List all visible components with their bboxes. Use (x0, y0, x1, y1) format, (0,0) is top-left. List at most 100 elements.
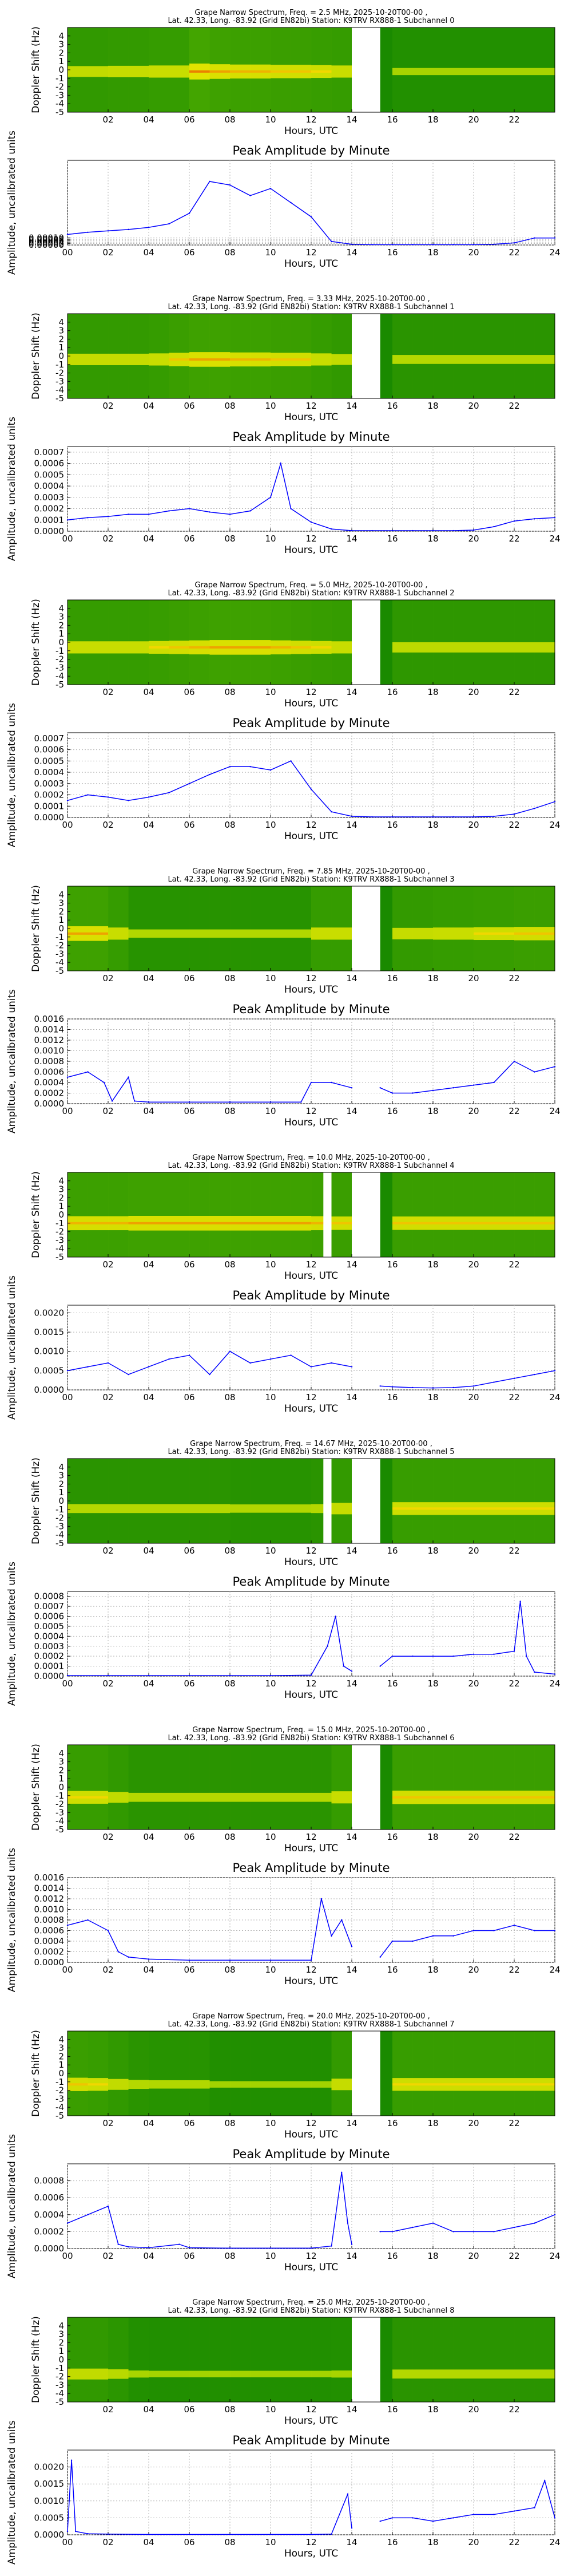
amplitude-point (412, 2517, 413, 2518)
x-tick-label: 12 (305, 1106, 316, 1116)
spectrum-column (230, 1172, 251, 1257)
spectrum-peak-line (291, 358, 312, 361)
spectrum-band (149, 353, 169, 365)
x-tick-label: 22 (509, 2118, 519, 2128)
x-tick-label: 10 (265, 973, 276, 983)
amplitude-point (544, 2480, 545, 2481)
amplitude-title: Peak Amplitude by Minute (233, 1575, 390, 1589)
x-tick-label: 06 (184, 687, 194, 697)
spectrum-column (149, 1745, 169, 1830)
spectrum-peak-line (514, 1222, 535, 1224)
amplitude-point (554, 2214, 555, 2215)
amplitude-point (432, 244, 434, 245)
spectrum-column (169, 886, 190, 971)
spectrum-column (291, 2317, 312, 2402)
x-tick-label: 10 (265, 1259, 276, 1270)
x-tick-label: 22 (509, 2251, 519, 2261)
x-tick-label: 04 (143, 2118, 154, 2128)
amplitude-point (493, 1930, 494, 1931)
spectrum-column (129, 2031, 149, 2116)
spectrum-title: Grape Narrow Spectrum, Freq. = 7.85 MHz,… (192, 867, 430, 876)
data-gap (352, 2031, 380, 2116)
amplitude-point (432, 1935, 434, 1937)
amplitude-point (412, 1941, 413, 1942)
x-tick-label: 10 (265, 1832, 276, 1842)
spectrum-peak-line (189, 646, 210, 649)
x-tick-label: 04 (143, 114, 154, 125)
spectrum-band (67, 354, 88, 365)
amplitude-point (432, 2520, 434, 2522)
spectrum-band (251, 2081, 271, 2088)
spectrum-column (454, 2031, 474, 2116)
amplitude-point (412, 1387, 413, 1388)
x-tick-label: 18 (427, 1392, 438, 1402)
spectrum-peak-line (291, 1222, 312, 1224)
amplitude-point (87, 232, 88, 233)
spectrum-band (535, 355, 555, 364)
amplitude-point (290, 1354, 291, 1356)
amplitude-point (534, 518, 535, 519)
x-tick-label: 08 (224, 973, 235, 983)
spectrum-band (514, 2369, 535, 2379)
x-tick-label: 18 (427, 114, 438, 125)
x-tick-label: 16 (387, 1392, 398, 1402)
spectrum-column (67, 1459, 88, 1543)
x-tick-label: 22 (509, 820, 519, 830)
amplitude-point (351, 2527, 352, 2528)
x-tick-label: 20 (468, 2251, 479, 2261)
data-gap (323, 1172, 331, 1257)
y-axis-label: Doppler Shift (Hz) (30, 1457, 42, 1544)
spectrum-subtitle: Lat. 42.33, Long. -83.92 (Grid EN82bi) S… (168, 303, 454, 311)
spectrum-peak-line (251, 358, 271, 361)
amplitude-point (351, 244, 352, 245)
spectrum-band (311, 353, 332, 365)
x-tick-label: 08 (224, 1546, 235, 1556)
amplitude-point (108, 1930, 109, 1931)
x-tick-label: 12 (305, 973, 316, 983)
y-tick-label: 0.0001 (34, 515, 65, 525)
amplitude-point (108, 2206, 109, 2207)
spectrum-band (210, 2371, 231, 2377)
spectrum-peak-line (271, 1222, 291, 1224)
spectrum-peak-line (189, 70, 210, 73)
amplitude-point (554, 237, 555, 238)
spectrum-column (251, 1172, 271, 1257)
amplitude-point (412, 530, 413, 531)
spectrum-peak-line (535, 933, 555, 935)
amplitude-point (432, 1387, 434, 1388)
spectrum-band (108, 927, 129, 939)
spectrum-title: Grape Narrow Spectrum, Freq. = 15.0 MHz,… (192, 1726, 430, 1735)
spectrum-column (67, 2031, 88, 2116)
x-tick-label: 04 (143, 2404, 154, 2415)
amplitude-title: Peak Amplitude by Minute (233, 2147, 390, 2161)
spectrum-peak-line (392, 1507, 413, 1510)
x-tick-label: 24 (549, 2537, 560, 2547)
spectrum-band (494, 2369, 515, 2379)
amplitude-title: Peak Amplitude by Minute (233, 430, 390, 444)
amplitude-point (108, 796, 109, 797)
spectrum-column (169, 1745, 190, 1830)
spectrum-peak-line (108, 1222, 129, 1224)
amplitude-point (104, 1082, 105, 1083)
x-tick-label: 02 (102, 1678, 113, 1689)
x-tick-label: 06 (184, 820, 194, 830)
spectrum-band (169, 2371, 190, 2377)
spectrum-band (514, 355, 535, 364)
amplitude-point (493, 2514, 494, 2515)
x-tick-label: 08 (224, 687, 235, 697)
spectrum-column (108, 1459, 129, 1543)
amplitude-point (148, 1958, 149, 1959)
y-tick-label: 4 (58, 1748, 64, 1759)
y-tick-label: 0.0000 (34, 1099, 65, 1109)
spectrum-peak-line (454, 2083, 474, 2085)
x-tick-label: 08 (224, 1678, 235, 1689)
x-tick-label: 18 (427, 820, 438, 830)
amplitude-point (87, 2214, 88, 2215)
data-gap (352, 1172, 380, 1257)
amplitude-point (534, 1930, 535, 1931)
spectrum-peak-line (413, 1222, 434, 1224)
x-tick-label: 22 (509, 401, 519, 411)
x-tick-label: 10 (265, 687, 276, 697)
y-tick-label: 4 (58, 1176, 64, 1186)
